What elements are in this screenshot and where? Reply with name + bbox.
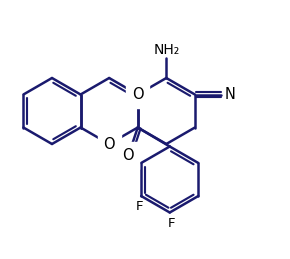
- Text: O: O: [103, 136, 115, 152]
- Text: O: O: [132, 87, 144, 102]
- Text: O: O: [122, 148, 134, 163]
- Text: N: N: [224, 87, 235, 102]
- Text: F: F: [135, 200, 143, 213]
- Text: F: F: [168, 217, 175, 230]
- Text: NH₂: NH₂: [153, 43, 180, 57]
